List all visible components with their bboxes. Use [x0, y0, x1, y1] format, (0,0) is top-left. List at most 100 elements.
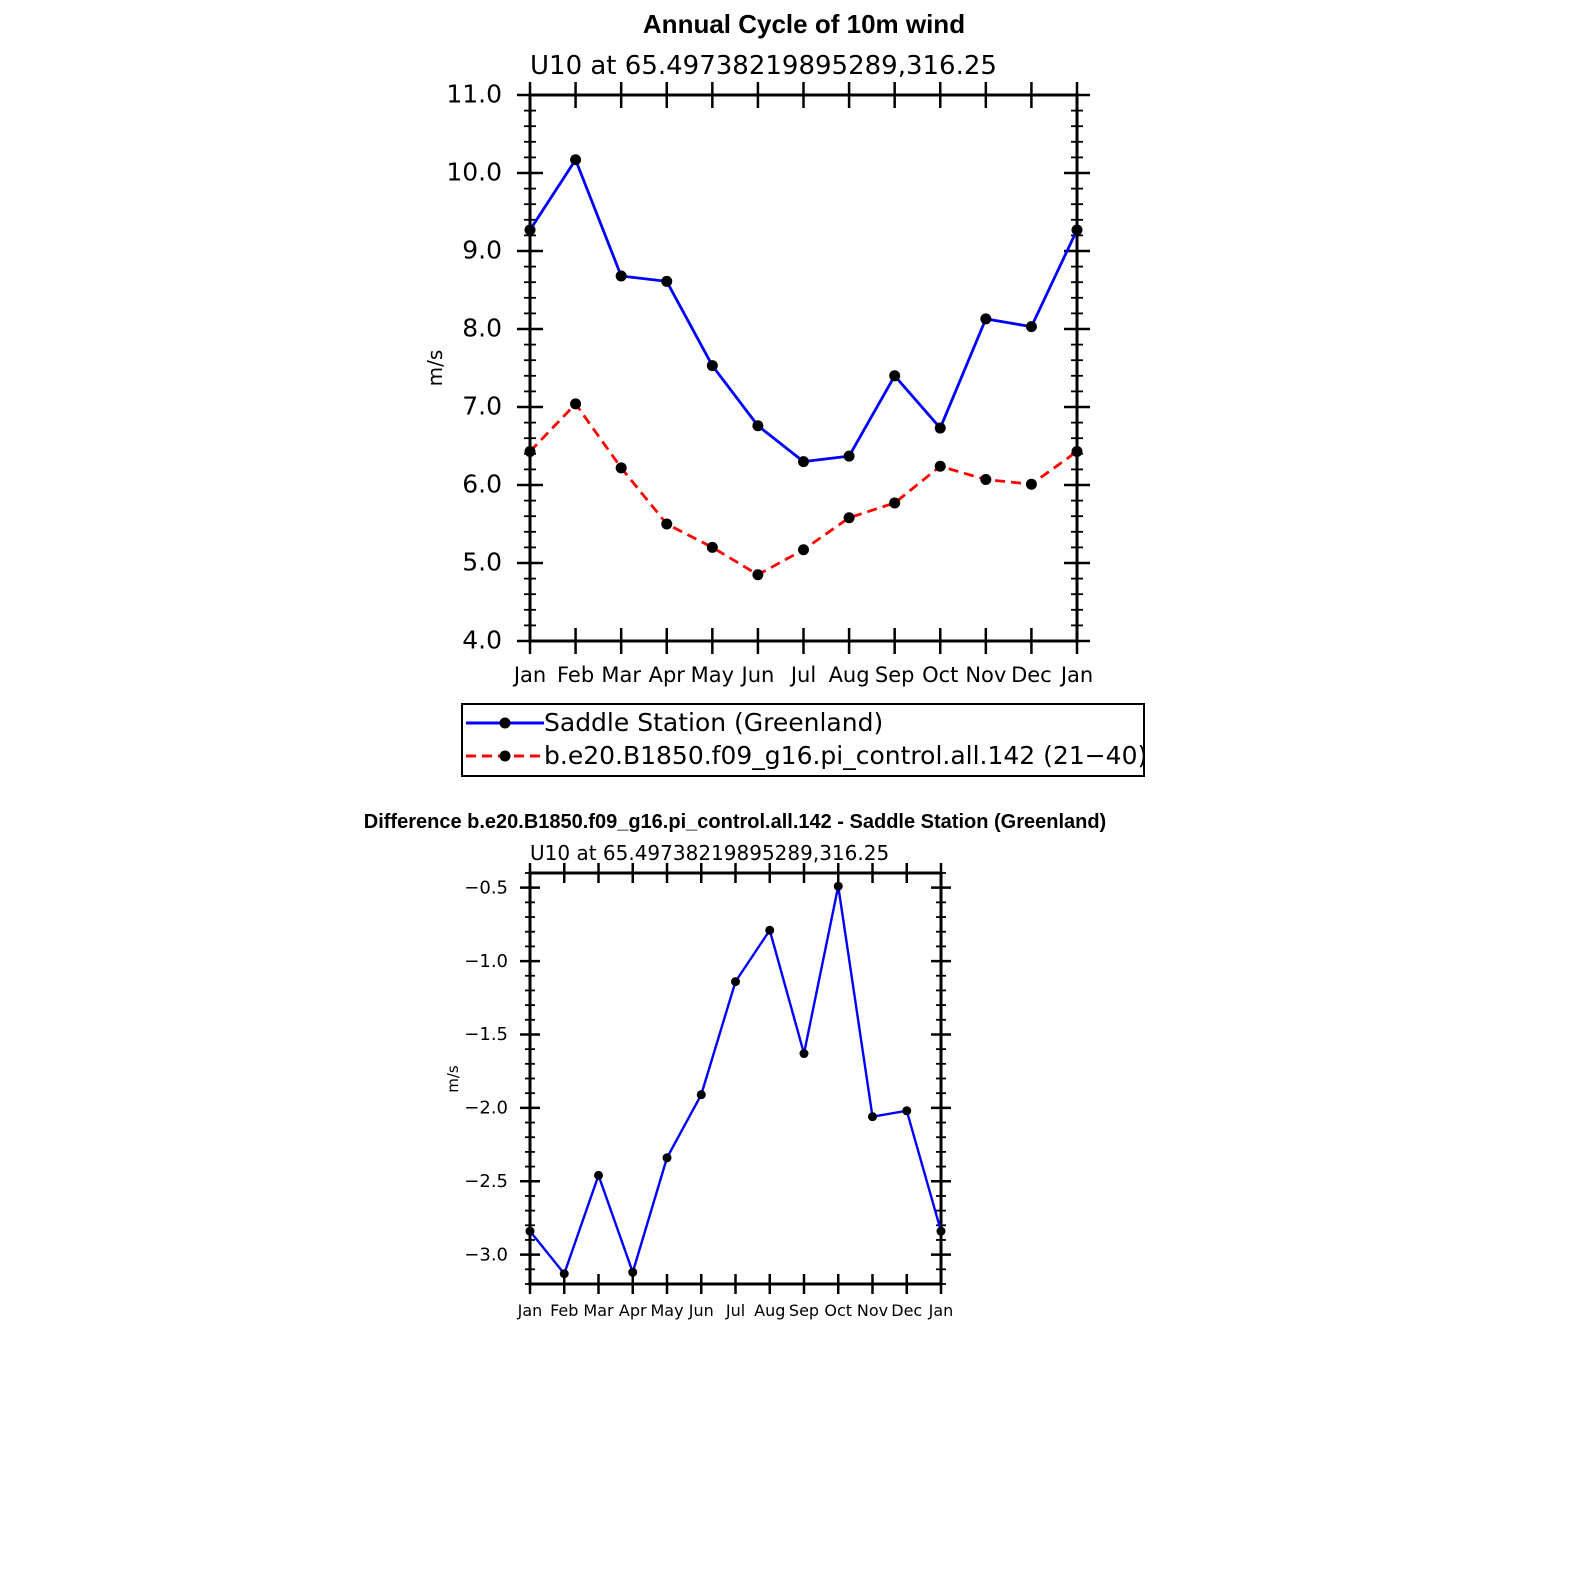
y-tick-label: −1.5 — [464, 1024, 508, 1045]
data-point — [615, 270, 627, 282]
data-point — [525, 1226, 535, 1236]
data-point — [889, 370, 901, 382]
x-tick-label: Dec — [891, 1301, 922, 1320]
legend-box — [461, 703, 1145, 777]
data-point — [843, 512, 855, 524]
y-tick-label: 9.0 — [462, 236, 502, 265]
data-point — [706, 360, 718, 372]
y-tick-label: 11.0 — [446, 80, 502, 109]
chart1-tick-marks — [517, 82, 1090, 654]
x-tick-label: Mar — [583, 1301, 614, 1320]
data-point — [980, 474, 992, 486]
legend-label-saddle: Saddle Station (Greenland) — [544, 708, 883, 737]
y-tick-label: 4.0 — [462, 626, 502, 655]
chart1-plot-frame — [528, 93, 1079, 643]
data-point — [662, 1153, 672, 1163]
data-point — [798, 544, 809, 556]
x-tick-label: Jan — [517, 1301, 543, 1320]
x-tick-label: Jan — [1059, 663, 1093, 687]
chart1-y-tick-labels: 4.0 5.0 6.0 7.0 8.0 9.0 10.0 11.0 — [446, 80, 502, 655]
data-point — [934, 460, 946, 472]
data-point — [798, 456, 809, 468]
y-tick-label: −2.0 — [464, 1098, 508, 1119]
x-tick-label: Dec — [1011, 663, 1052, 687]
chart2-y-tick-labels: −3.0 −2.5 −2.0 −1.5 −1.0 −0.5 — [464, 877, 508, 1265]
data-point — [1025, 321, 1037, 333]
x-tick-label: May — [691, 663, 734, 687]
series-line-0 — [528, 158, 1079, 464]
x-tick-label: Jun — [688, 1301, 714, 1320]
x-tick-label: Feb — [557, 663, 594, 687]
x-tick-label: Jul — [725, 1301, 745, 1320]
chart2-subtitle: U10 at 65.49738219895289,316.25 — [530, 841, 889, 865]
series-line-0 — [529, 885, 943, 1275]
data-point — [661, 518, 673, 530]
data-point — [833, 881, 843, 891]
chart1-series — [524, 154, 1083, 581]
data-point — [628, 1267, 638, 1277]
chart2-title: Difference b.e20.B1850.f09_g16.pi_contro… — [364, 811, 1106, 833]
y-tick-label: −3.0 — [464, 1244, 508, 1265]
y-tick-label: 5.0 — [462, 548, 502, 577]
data-point — [615, 462, 627, 474]
x-tick-label: Jul — [789, 663, 816, 687]
legend-marker-saddle — [499, 717, 511, 729]
x-tick-label: Nov — [857, 1301, 888, 1320]
data-point — [752, 420, 764, 432]
data-point — [570, 398, 582, 410]
x-tick-label: Aug — [754, 1301, 785, 1320]
data-point — [843, 450, 855, 462]
data-point — [706, 541, 718, 553]
data-point — [1025, 478, 1037, 490]
x-tick-label: Oct — [922, 663, 958, 687]
annual-cycle-chart: Annual Cycle of 10m wind U10 at 65.49738… — [423, 9, 1147, 777]
x-tick-label: Oct — [824, 1301, 852, 1320]
chart1-ylabel: m/s — [423, 350, 447, 387]
legend-marker-model — [499, 750, 511, 762]
chart1-subtitle: U10 at 65.49738219895289,316.25 — [530, 51, 997, 81]
chart1-title: Annual Cycle of 10m wind — [643, 9, 965, 39]
data-point — [980, 313, 992, 325]
legend-entry-saddle: Saddle Station (Greenland) — [466, 708, 883, 737]
data-point — [1071, 224, 1083, 236]
data-point — [752, 569, 764, 581]
x-tick-label: Jan — [928, 1301, 954, 1320]
data-point — [731, 977, 740, 987]
data-point — [868, 1112, 877, 1122]
x-tick-label: Sep — [875, 663, 915, 687]
chart1-x-tick-labels: Jan Feb Mar Apr May Jun Jul Aug Sep Oct Nov Dec Jan — [512, 663, 1093, 687]
legend-label-model: b.e20.B1850.f09_g16.pi_control.all.142 (… — [544, 741, 1147, 770]
x-tick-label: Feb — [550, 1301, 578, 1320]
data-point — [765, 925, 775, 935]
x-tick-label: Aug — [829, 663, 870, 687]
data-point — [524, 224, 536, 236]
data-point — [559, 1269, 569, 1279]
x-tick-label: May — [650, 1301, 683, 1320]
data-point — [661, 275, 673, 287]
data-point — [902, 1106, 912, 1116]
data-point — [594, 1170, 603, 1180]
x-tick-label: Jan — [512, 663, 546, 687]
y-tick-label: −0.5 — [464, 877, 508, 898]
x-tick-label: Jun — [740, 663, 775, 687]
chart1-legend: Saddle Station (Greenland) b.e20.B1850.f… — [461, 703, 1147, 777]
y-tick-label: −2.5 — [464, 1171, 508, 1192]
data-point — [934, 422, 946, 434]
chart2-series — [525, 881, 946, 1279]
y-tick-label: 10.0 — [446, 158, 502, 187]
data-point — [524, 445, 536, 457]
legend-entry-model: b.e20.B1850.f09_g16.pi_control.all.142 (… — [466, 741, 1147, 770]
chart2-tick-marks — [520, 863, 951, 1294]
y-tick-label: −1.0 — [464, 951, 508, 972]
data-point — [936, 1226, 946, 1236]
x-tick-label: Sep — [789, 1301, 819, 1320]
data-point — [1071, 445, 1083, 457]
chart2-x-tick-labels: Jan Feb Mar Apr May Jun Jul Aug Sep Oct Nov Dec Jan — [517, 1301, 954, 1320]
chart2-ylabel: m/s — [444, 1065, 462, 1093]
data-point — [570, 154, 582, 166]
data-point — [889, 497, 901, 509]
x-tick-label: Nov — [965, 663, 1006, 687]
y-tick-label: 6.0 — [462, 470, 502, 499]
y-tick-label: 7.0 — [462, 392, 502, 421]
